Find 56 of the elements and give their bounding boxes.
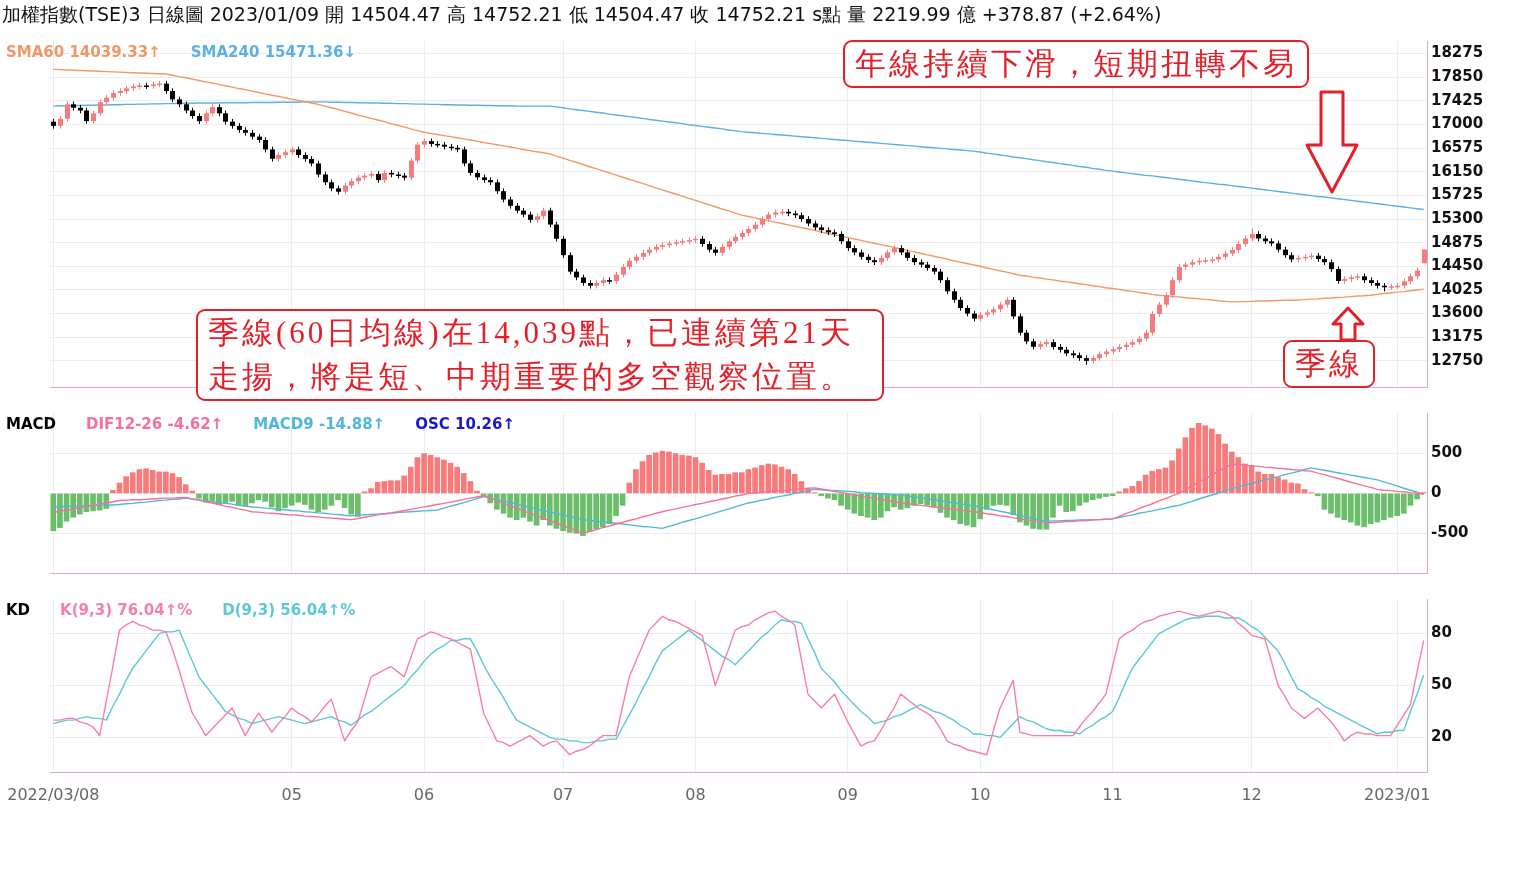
y-tick-label: -500 — [1431, 523, 1469, 542]
candlestick — [1170, 276, 1175, 299]
y-tick-label: 80 — [1431, 623, 1452, 642]
y-tick-label: 15725 — [1431, 185, 1484, 204]
candlestick — [568, 251, 573, 275]
chart-title: KD — [6, 600, 31, 619]
annotation: 年線持續下滑，短期扭轉不易 — [843, 40, 1309, 88]
x-tick-label: 07 — [552, 785, 574, 805]
y-tick-label: 13175 — [1431, 327, 1484, 346]
x-tick-label: 06 — [413, 785, 435, 805]
candlestick — [554, 221, 559, 243]
y-tick-label: 14025 — [1431, 279, 1484, 298]
candlestick — [1150, 310, 1155, 336]
candlestick — [548, 207, 553, 228]
y-tick-label: 12750 — [1431, 350, 1484, 369]
y-tick-label: 17425 — [1431, 90, 1484, 109]
y-tick-label: 0 — [1431, 483, 1442, 502]
x-tick-label: 05 — [281, 785, 302, 805]
x-tick-label: 2023/01 — [1363, 785, 1431, 805]
y-tick-label: 13600 — [1431, 303, 1484, 322]
series-label: K(9,3) 76.04↑% — [60, 600, 193, 619]
y-tick-label: 14450 — [1431, 256, 1484, 275]
chart-title: MACD — [6, 414, 56, 433]
x-tick-label: 12 — [1241, 785, 1262, 805]
y-tick-label: 17850 — [1431, 67, 1484, 86]
y-tick-label: 16575 — [1431, 137, 1484, 156]
annotation: 季線(60日均線)在14,039點，已連續第21天走揚，將是短、中期重要的多空觀察位置。 — [196, 309, 884, 401]
y-tick-label: 18275 — [1431, 43, 1484, 62]
candlestick — [1018, 313, 1023, 336]
y-tick-label: 15300 — [1431, 208, 1484, 227]
series-label: OSC 10.26↑ — [415, 414, 515, 433]
text: D(9,3) 56.04↑% — [222, 600, 356, 619]
chart-title: 加權指數(TSE)3 日線圖 2023/01/09 開 14504.47 高 14752.21 低 14504.47 收 14752.21 s點 量 2219.99 億 +378.87 (+2.64%) — [2, 2, 1162, 27]
candlestick — [462, 146, 467, 167]
y-tick-label: 16150 — [1431, 161, 1484, 180]
x-tick-label: 08 — [685, 785, 706, 805]
text: SMA240 15471.36↓ — [190, 42, 356, 61]
y-tick-label: 50 — [1431, 675, 1452, 694]
candlestick — [1177, 263, 1182, 284]
annotation: 季線 — [1283, 340, 1375, 388]
series-label: SMA60 14039.33↑ — [6, 42, 161, 61]
x-tick-label: 10 — [969, 785, 991, 805]
text: MACD9 -14.88↑ — [253, 414, 386, 433]
x-tick-label: 2022/03/08 — [7, 785, 100, 805]
candlestick — [409, 157, 414, 181]
x-tick-label: 11 — [1102, 785, 1123, 805]
y-tick-label: 500 — [1431, 443, 1463, 462]
x-tick-label: 09 — [837, 785, 858, 805]
y-tick-label: 20 — [1431, 727, 1452, 746]
text: DIF12-26 -4.62↑ — [86, 414, 224, 433]
y-tick-label: 14875 — [1431, 232, 1484, 251]
y-tick-label: 17000 — [1431, 114, 1484, 133]
candlestick — [415, 141, 420, 164]
candlestick — [1011, 296, 1016, 320]
candlestick — [65, 101, 70, 123]
candlestick — [561, 235, 566, 259]
